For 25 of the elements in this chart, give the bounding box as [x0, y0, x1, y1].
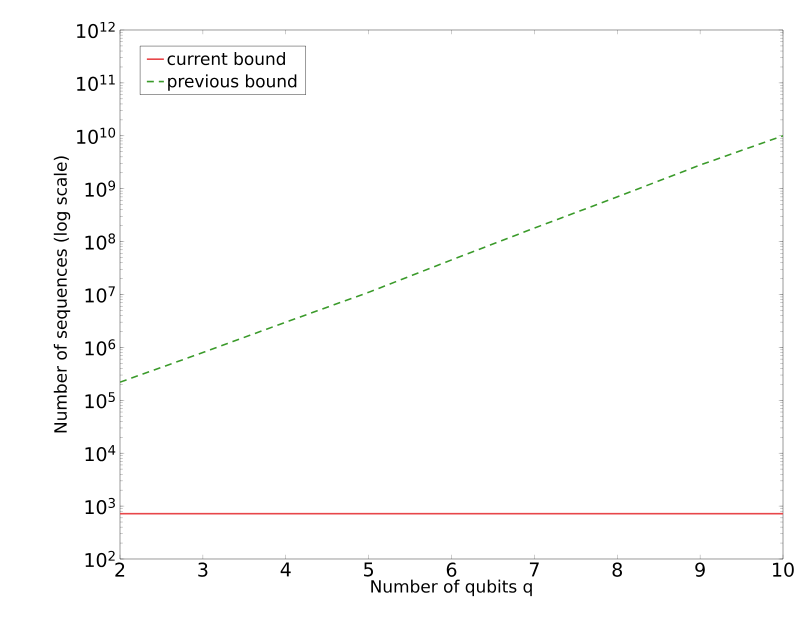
x-axis-title: Number of qubits q	[371, 580, 532, 596]
y-tick-label: 10$^{10}$	[77, 128, 116, 144]
y-tick-label: 10$^{12}$	[77, 22, 115, 38]
y-axis-title: Number of sequences (log scale)	[54, 156, 70, 432]
y-tick-label: 10$^{11}$	[77, 74, 115, 91]
y-tick-label: 10$^{7}$	[86, 286, 115, 303]
y-tick-label: 10$^{8}$	[86, 233, 116, 250]
y-tick-label: 10$^{3}$	[86, 498, 115, 514]
legend-label: previous bound	[168, 74, 296, 91]
y-tick-label: 10$^{5}$	[86, 392, 115, 408]
x-tick-label: 9	[695, 562, 705, 577]
x-tick-label: 3	[198, 562, 208, 577]
y-tick-label: 10$^{4}$	[86, 445, 116, 462]
x-tick-label: 10	[773, 562, 794, 577]
line-series	[120, 134, 783, 383]
y-tick-label: 10$^{9}$	[86, 180, 116, 197]
x-tick-label: 6	[446, 562, 456, 577]
y-tick-label: 10$^{6}$	[86, 339, 116, 356]
x-tick-label: 7	[530, 562, 539, 576]
x-tick-label: 2	[115, 562, 124, 577]
x-tick-label: 8	[612, 562, 622, 577]
legend-label: current bound	[168, 52, 285, 66]
x-tick-label: 5	[364, 562, 373, 577]
y-tick-label: 10$^{2}$	[86, 550, 115, 568]
x-tick-label: 4	[280, 562, 291, 576]
